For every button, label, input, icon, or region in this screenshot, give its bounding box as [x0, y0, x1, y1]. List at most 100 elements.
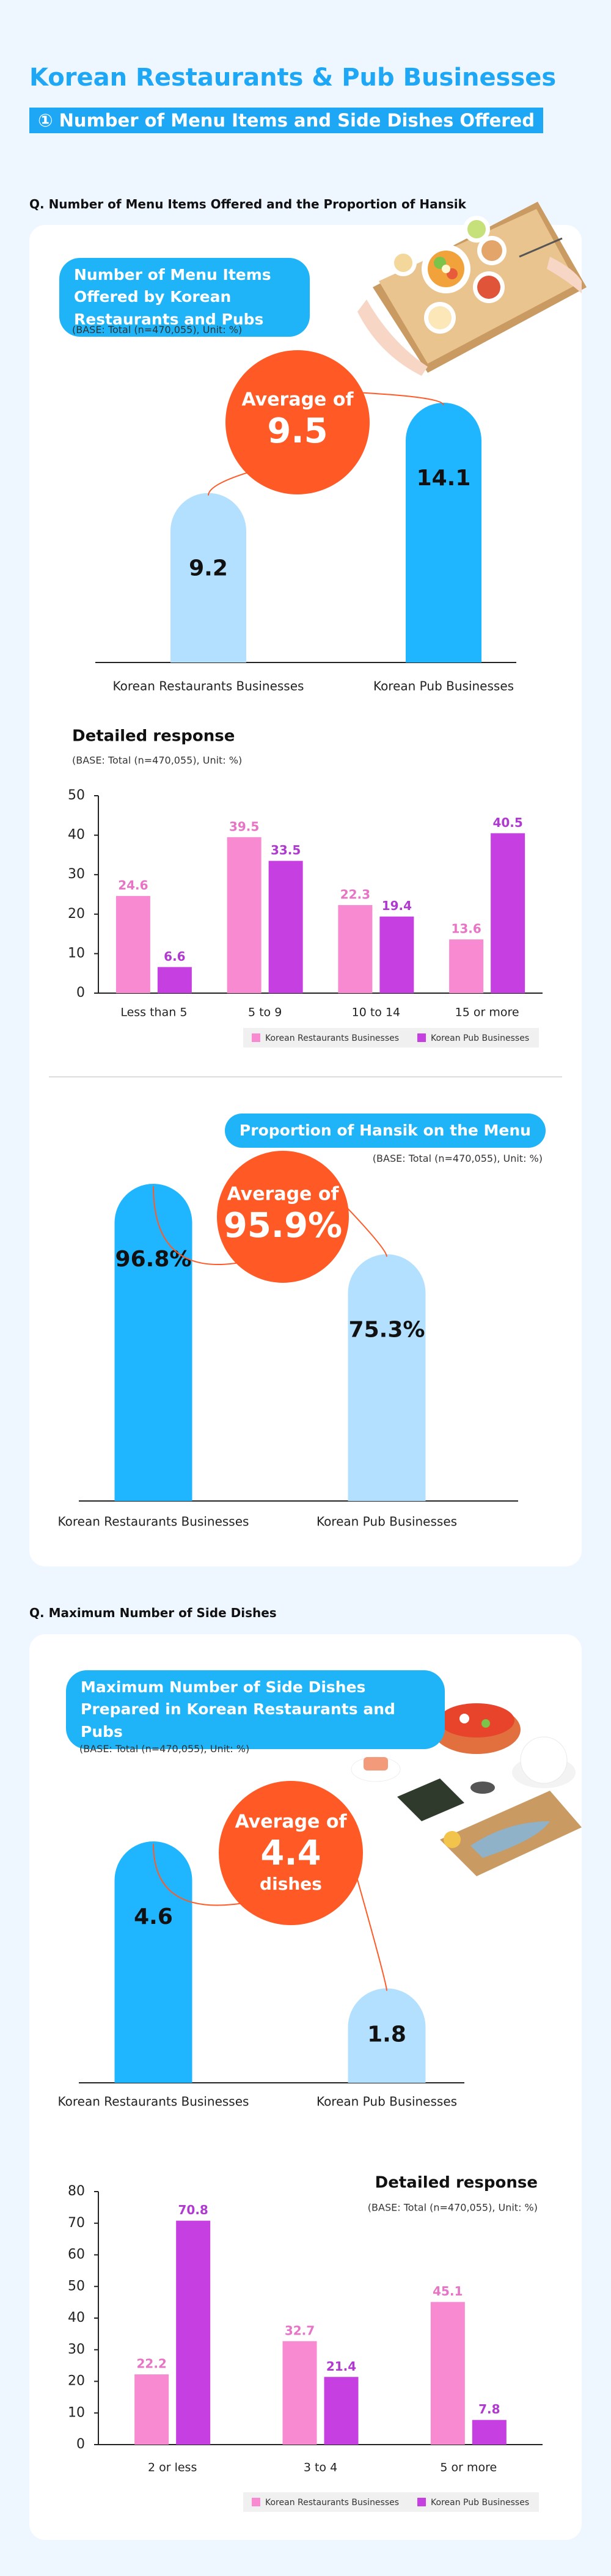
legend-label: Korean Pub Businesses: [431, 1033, 529, 1043]
chart-title: Proportion of Hansik on the Menu: [224, 1114, 546, 1148]
bar-value-label: 39.5: [229, 819, 259, 834]
bar-value-label: 14.1: [417, 466, 471, 491]
average-value: 4.4: [260, 1833, 321, 1873]
category-label: Korean Pub Businesses: [316, 1514, 457, 1529]
bar: [157, 967, 192, 993]
chart-note: (BASE: Total (n=470,055), Unit: %): [72, 324, 243, 336]
average-bubble: [225, 350, 370, 494]
x-tick-label: 2 or less: [148, 2461, 197, 2475]
y-tick-label: 50: [68, 2278, 85, 2294]
bar-value-label: 22.2: [136, 2357, 166, 2371]
legend-box: [243, 2492, 539, 2512]
bar-value-label: 75.3%: [349, 1317, 425, 1342]
page-title: Korean Restaurants & Pub Businesses: [29, 64, 557, 92]
bar-value-label: 9.2: [189, 556, 228, 581]
bar-value-label: 33.5: [271, 843, 301, 857]
x-tick-label: 3 to 4: [304, 2461, 337, 2475]
bar: [324, 2377, 359, 2445]
bar-value-label: 96.8%: [115, 1247, 192, 1272]
y-tick-label: 10: [68, 2405, 85, 2420]
y-tick-label: 0: [76, 985, 85, 1000]
connector: [348, 391, 444, 406]
bar: [406, 403, 481, 662]
side-dish-illustration: [351, 1703, 582, 1876]
legend-swatch: [252, 1033, 260, 1042]
y-tick-label: 0: [76, 2437, 85, 2452]
legend-swatch: [252, 2498, 260, 2506]
y-tick-label: 20: [68, 906, 85, 922]
y-tick-label: 10: [68, 945, 85, 961]
average-label: Average of: [235, 1811, 347, 1833]
bar: [282, 2341, 317, 2445]
question: Q. Number of Menu Items Offered and the …: [29, 197, 466, 211]
chart-title: Maximum Number of Side Dishes Prepared i…: [66, 1670, 445, 1749]
connector: [153, 1186, 237, 1266]
chart-note: (BASE: Total (n=470,055), Unit: %): [72, 755, 242, 766]
y-tick-label: 40: [68, 2310, 85, 2325]
bar: [170, 493, 246, 662]
category-label: Korean Pub Businesses: [316, 2094, 457, 2109]
bar: [114, 1184, 192, 1501]
connector: [208, 472, 247, 496]
y-tick-label: 50: [68, 788, 85, 803]
bar: [348, 1254, 426, 1501]
y-tick-label: 40: [68, 827, 85, 843]
x-tick-label: 5 to 9: [248, 1006, 282, 1019]
category-label: Korean Restaurants Businesses: [58, 1514, 249, 1529]
bar-value-label: 24.6: [118, 878, 148, 893]
average-label: Average of: [227, 1184, 339, 1205]
average-bubble: [217, 1151, 349, 1283]
chart-title: Number of Menu Items Offered by Korean R…: [59, 258, 310, 337]
bar: [268, 861, 303, 993]
bar: [176, 2220, 211, 2445]
average-bubble: [219, 1781, 363, 1925]
bar: [430, 2302, 465, 2445]
bar-value-label: 21.4: [326, 2359, 356, 2374]
bar-value-label: 1.8: [367, 2022, 406, 2047]
average-unit: dishes: [260, 1874, 322, 1894]
category-label: Korean Pub Businesses: [373, 679, 514, 694]
bar-value-label: 45.1: [433, 2284, 463, 2299]
section-label: ① Number of Menu Items and Side Dishes O…: [29, 108, 543, 133]
chart-note: (BASE: Total (n=470,055), Unit: %): [372, 1153, 543, 1164]
y-tick-label: 20: [68, 2374, 85, 2389]
x-tick-label: 5 or more: [440, 2461, 497, 2475]
chart-note: (BASE: Total (n=470,055), Unit: %): [79, 1743, 250, 1755]
bar-value-label: 7.8: [478, 2402, 500, 2416]
question: Q. Maximum Number of Side Dishes: [29, 1605, 277, 1620]
bar-value-label: 40.5: [492, 815, 522, 830]
y-tick-label: 60: [68, 2247, 85, 2262]
bar-value-label: 19.4: [382, 898, 412, 913]
legend-box: [243, 1028, 539, 1048]
bar-value-label: 32.7: [285, 2323, 315, 2338]
legend-label: Korean Restaurants Businesses: [265, 2498, 399, 2508]
x-tick-label: Less than 5: [120, 1006, 187, 1019]
bar: [227, 837, 262, 993]
chart-note: (BASE: Total (n=470,055), Unit: %): [368, 2202, 538, 2214]
bar: [134, 2374, 169, 2445]
y-tick-label: 80: [68, 2184, 85, 2199]
legend-swatch: [417, 1033, 426, 1042]
bar-value-label: 22.3: [340, 887, 370, 901]
bar: [449, 939, 484, 993]
y-tick-label: 30: [68, 867, 85, 882]
bar-value-label: 4.6: [134, 1904, 173, 1929]
x-tick-label: 10 to 14: [352, 1006, 401, 1019]
legend-swatch: [417, 2498, 426, 2506]
average-label: Average of: [241, 389, 354, 411]
connector: [153, 1843, 241, 1906]
x-tick-label: 15 or more: [455, 1006, 519, 1019]
legend-label: Korean Restaurants Businesses: [265, 1033, 399, 1043]
bar: [115, 896, 150, 993]
bar: [379, 916, 414, 993]
chart-title: Detailed response: [72, 727, 235, 746]
category-label: Korean Restaurants Businesses: [113, 679, 304, 694]
bar-value-label: 70.8: [178, 2203, 208, 2217]
bar-value-label: 13.6: [451, 922, 481, 936]
bar: [472, 2420, 507, 2445]
bar: [491, 833, 525, 993]
chart-title: Detailed response: [375, 2174, 538, 2192]
tray-illustration: [357, 202, 587, 376]
